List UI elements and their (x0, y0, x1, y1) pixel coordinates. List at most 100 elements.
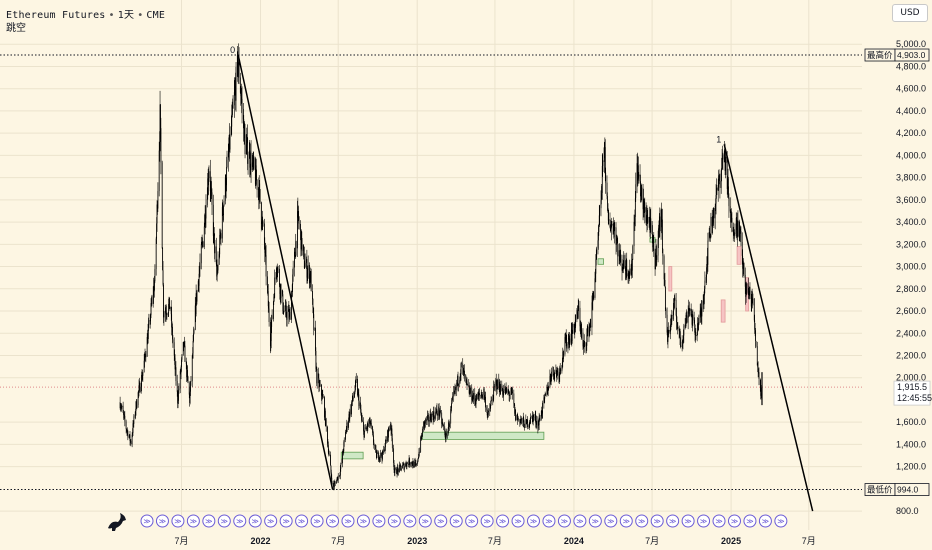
event-marker-icon[interactable] (202, 514, 216, 528)
candle-body (309, 265, 310, 284)
candle-body (192, 353, 194, 356)
candle-body (400, 468, 402, 471)
candle-body (369, 417, 370, 424)
event-marker-icon[interactable] (635, 514, 649, 528)
candle-body (360, 402, 361, 410)
marker-glyph: ≫ (545, 518, 552, 526)
event-marker-icon[interactable] (681, 514, 695, 528)
candle-body (219, 234, 221, 255)
event-markers[interactable]: ≫ ≫ ≫ ≫ ≫ ≫ ≫ ≫ ≫ ≫ ≫ ≫ ≫ ≫ ≫ ≫ ≫ ≫ ≫ ≫ ≫ ≫ ≫ ≫ ≫ ≫ ≫ ≫ ≫ ≫ ≫ ≫ ≫ ≫ ≫ ≫ ≫ ≫ ≫ ≫… (140, 514, 788, 528)
time-axis[interactable]: 7月 2022 7月 2023 7月 2024 7月 2025 7月 (175, 536, 816, 546)
candle-body (477, 393, 479, 400)
event-marker-icon[interactable] (326, 514, 340, 528)
event-marker-icon[interactable] (279, 514, 293, 528)
candle-body (469, 390, 471, 394)
interval-label[interactable]: 1天 (117, 10, 135, 21)
event-marker-icon[interactable] (434, 514, 448, 528)
candle-body (752, 298, 754, 300)
event-marker-icon[interactable] (573, 514, 587, 528)
event-marker-icon[interactable] (774, 514, 788, 528)
event-marker-icon[interactable] (418, 514, 432, 528)
event-marker-icon[interactable] (697, 514, 711, 528)
candle-body (229, 135, 230, 150)
candle-body (304, 262, 306, 268)
event-marker-icon[interactable] (527, 514, 540, 528)
event-marker-icon[interactable] (233, 514, 247, 528)
candle-body (507, 390, 509, 393)
event-marker-icon[interactable] (465, 514, 479, 528)
price-tick: 1,400.0 (896, 439, 926, 449)
candle-body (223, 205, 224, 215)
event-marker-icon[interactable] (511, 514, 525, 528)
event-marker-icon[interactable] (542, 514, 556, 528)
event-marker-icon[interactable] (372, 514, 386, 528)
event-marker-icon[interactable] (666, 514, 680, 528)
event-marker-icon[interactable] (619, 514, 633, 528)
candle-body (406, 466, 407, 467)
trendlines[interactable]: 01 (230, 45, 814, 512)
event-marker-icon[interactable] (140, 514, 154, 528)
candle-body (625, 270, 627, 275)
candle-body (334, 482, 336, 484)
event-marker-icon[interactable] (557, 514, 571, 528)
price-axis[interactable]: 5,000.0 4,800.0 4,600.0 4,400.0 4,200.0 4,000… (864, 39, 932, 516)
event-marker-icon[interactable] (403, 514, 417, 528)
candle-body (174, 355, 176, 358)
candle-body (444, 431, 446, 437)
candle-body (715, 203, 717, 207)
candle-body (451, 400, 453, 404)
candle-body (441, 422, 443, 424)
event-marker-icon[interactable] (155, 514, 169, 528)
candle-body (579, 307, 581, 327)
candle-body (482, 394, 483, 398)
event-marker-icon[interactable] (295, 514, 309, 528)
candle-body (321, 384, 322, 396)
event-marker-icon[interactable] (650, 514, 664, 528)
event-marker-icon[interactable] (604, 514, 618, 528)
candle-body (580, 327, 582, 334)
price-tick: 4,000.0 (896, 150, 926, 160)
event-marker-icon[interactable] (449, 514, 463, 528)
dino-icon[interactable] (108, 513, 126, 531)
candle-body (234, 86, 236, 89)
event-marker-icon[interactable] (341, 514, 355, 528)
event-marker-icon[interactable] (588, 514, 602, 528)
event-marker-icon[interactable] (356, 514, 370, 528)
event-marker-icon[interactable] (727, 514, 741, 528)
event-marker-icon[interactable] (712, 514, 726, 528)
candle-body (238, 57, 240, 78)
candle-body (532, 416, 534, 422)
candle-body (148, 324, 149, 332)
event-marker-icon[interactable] (758, 514, 772, 528)
marker-glyph: ≫ (313, 518, 320, 526)
candle-body (463, 368, 464, 376)
event-marker-icon[interactable] (387, 514, 401, 528)
candle-body (455, 386, 456, 391)
candle-body (658, 227, 660, 229)
event-marker-icon[interactable] (217, 514, 231, 528)
candle-body (237, 55, 239, 75)
candle-body (466, 379, 467, 381)
candle-body (693, 319, 695, 321)
candle-body (220, 233, 222, 239)
event-marker-icon[interactable] (480, 514, 494, 528)
trendline[interactable] (237, 54, 334, 490)
event-marker-icon[interactable] (310, 514, 324, 528)
event-marker-icon[interactable] (186, 514, 200, 528)
indicator-label[interactable]: 跳空 (6, 23, 26, 34)
candle-body (751, 297, 753, 307)
candle-body (190, 381, 191, 392)
event-marker-icon[interactable] (743, 514, 757, 528)
event-marker-icon[interactable] (171, 514, 185, 528)
event-marker-icon[interactable] (248, 514, 262, 528)
candle-body (501, 384, 503, 391)
trendline[interactable] (723, 144, 814, 512)
candle-body (282, 289, 283, 295)
event-marker-icon[interactable] (264, 514, 278, 528)
event-marker-icon[interactable] (496, 514, 510, 528)
currency-button[interactable]: USD (892, 4, 928, 22)
price-tick: 2,800.0 (896, 284, 926, 294)
candle-body (684, 325, 686, 327)
candle-body (561, 365, 563, 372)
